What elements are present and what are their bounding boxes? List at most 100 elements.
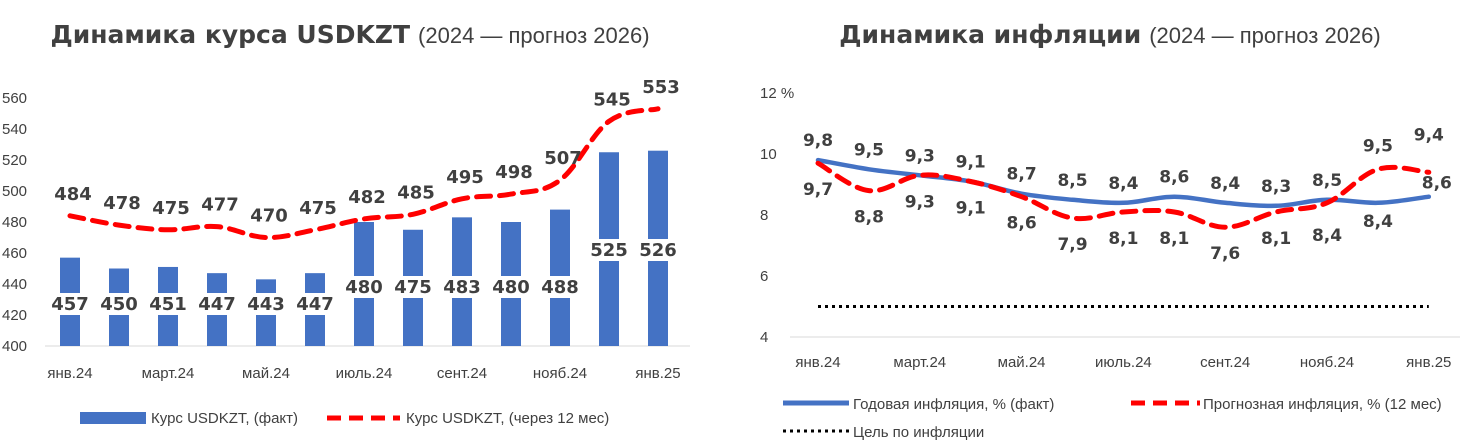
inflation-ytick: 8 [760, 207, 768, 224]
inflation-fact-label: 9,3 [905, 146, 935, 166]
usdkzt-bar-label: 447 [296, 294, 334, 315]
inflation-forecast-label: 9,1 [956, 198, 986, 218]
usdkzt-bar-label: 457 [51, 294, 89, 315]
usdkzt-bar-label: 480 [345, 277, 383, 298]
inflation-forecast-label: 8,1 [1108, 229, 1138, 249]
inflation-forecast-label: 8,4 [1312, 226, 1342, 246]
usdkzt-bar-label: 483 [443, 277, 481, 298]
usdkzt-xtick: янв.25 [635, 365, 680, 382]
usdkzt-legend-bar-label: Курс USDKZT, (факт) [151, 410, 298, 427]
usdkzt-forecast-label: 553 [642, 77, 680, 98]
usdkzt-bar-label: 480 [492, 277, 530, 298]
usdkzt-title-sub: (2024 — прогноз 2026) [418, 23, 650, 48]
usdkzt-forecast-label: 495 [446, 167, 484, 188]
inflation-chart: Динамика инфляции (2024 — прогноз 2026) 4 6… [760, 20, 1460, 441]
usdkzt-legend-bar-swatch [80, 412, 146, 424]
usdkzt-bar-label-bg [589, 239, 629, 261]
inflation-forecast-label: 8,6 [1007, 214, 1037, 234]
inflation-ytick: 12 % [760, 85, 794, 102]
inflation-fact-label: 8,6 [1159, 168, 1189, 188]
inflation-forecast-label: 7,6 [1210, 244, 1240, 264]
usdkzt-forecast-label: 484 [54, 184, 92, 205]
inflation-title-main: Динамика инфляции [839, 20, 1141, 49]
usdkzt-bar-label-bg [50, 293, 90, 315]
usdkzt-bar-label: 525 [590, 240, 628, 261]
usdkzt-forecast-label: 475 [299, 198, 337, 219]
usdkzt-forecast-label: 475 [152, 198, 190, 219]
usdkzt-ytick: 480 [2, 214, 27, 231]
inflation-legend-fact-label: Годовая инфляция, % (факт) [853, 396, 1054, 413]
inflation-title-sub: (2024 — прогноз 2026) [1149, 23, 1381, 48]
inflation-legend-target-label: Цель по инфляции [853, 424, 984, 441]
inflation-fact-label: 9,1 [956, 152, 986, 172]
usdkzt-legend-forecast-label: Курс USDKZT, (через 12 мес) [406, 410, 609, 427]
usdkzt-ytick: 540 [2, 121, 27, 138]
usdkzt-xtick: май.24 [242, 365, 290, 382]
usdkzt-ytick: 460 [2, 245, 27, 262]
usdkzt-bar-label: 443 [247, 294, 285, 315]
usdkzt-xtick: янв.24 [47, 365, 92, 382]
usdkzt-bar-label-bg [442, 276, 482, 298]
usdkzt-bar-label: 447 [198, 294, 236, 315]
inflation-xtick: май.24 [998, 354, 1046, 371]
inflation-forecast-line [815, 160, 1432, 230]
usdkzt-forecast-label: 507 [544, 148, 582, 169]
inflation-fact-label: 8,6 [1422, 174, 1452, 194]
usdkzt-bar-label: 488 [541, 277, 579, 298]
inflation-forecast-label: 9,4 [1414, 125, 1444, 145]
inflation-fact-label: 9,8 [803, 131, 833, 151]
inflation-xtick: март.24 [893, 354, 946, 371]
usdkzt-title-main: Динамика курса USDKZT [50, 20, 410, 49]
inflation-fact-label: 8,7 [1007, 165, 1037, 185]
inflation-fact-line [815, 157, 1432, 209]
inflation-xtick: сент.24 [1200, 354, 1250, 371]
inflation-forecast-label: 9,5 [1363, 136, 1393, 156]
usdkzt-ytick: 500 [2, 183, 27, 200]
usdkzt-bar-label-bg [295, 293, 335, 315]
usdkzt-forecast-label: 485 [397, 182, 435, 203]
usdkzt-chart: Динамика курса USDKZT (2024 — прогноз 202… [2, 20, 690, 427]
usdkzt-bar-label: 475 [394, 277, 432, 298]
usdkzt-xtick: март.24 [142, 365, 195, 382]
usdkzt-forecast-label: 478 [103, 193, 141, 214]
usdkzt-bar-label-bg [148, 293, 188, 315]
inflation-forecast-label: 9,7 [803, 180, 833, 200]
usdkzt-xtick: июль.24 [336, 365, 393, 382]
inflation-xtick: нояб.24 [1300, 354, 1354, 371]
inflation-forecast-label: 7,9 [1057, 235, 1087, 255]
usdkzt-ytick: 560 [2, 90, 27, 107]
inflation-ytick: 6 [760, 268, 768, 285]
usdkzt-bar-label: 451 [149, 294, 187, 315]
usdkzt-bar-label-bg [246, 293, 286, 315]
inflation-fact-label: 8,3 [1261, 177, 1291, 197]
usdkzt-forecast-label: 470 [250, 206, 288, 227]
usdkzt-bar-label-bg [344, 276, 384, 298]
usdkzt-bar-label-bg [393, 276, 433, 298]
usdkzt-bar-label-bg [540, 276, 580, 298]
usdkzt-xtick: сент.24 [437, 365, 487, 382]
usdkzt-bar-label-bg [491, 276, 531, 298]
usdkzt-forecast-label: 477 [201, 195, 239, 216]
inflation-fact-label: 8,4 [1363, 212, 1393, 232]
inflation-xtick: янв.25 [1406, 354, 1451, 371]
usdkzt-bar-label: 450 [100, 294, 138, 315]
inflation-forecast-label: 8,8 [854, 208, 884, 228]
inflation-title: Динамика инфляции (2024 — прогноз 2026) [839, 20, 1380, 49]
usdkzt-ytick: 400 [2, 338, 27, 355]
inflation-fact-label: 9,5 [854, 140, 884, 160]
usdkzt-title: Динамика курса USDKZT (2024 — прогноз 202… [50, 20, 649, 49]
inflation-ytick: 4 [760, 329, 768, 346]
usdkzt-forecast-label: 482 [348, 187, 386, 208]
inflation-forecast-label: 9,3 [905, 192, 935, 212]
usdkzt-bar-label-bg [638, 239, 678, 261]
usdkzt-forecast-label: 545 [593, 89, 631, 110]
inflation-xtick: янв.24 [795, 354, 840, 371]
usdkzt-bar-label-bg [99, 293, 139, 315]
inflation-fact-label: 8,5 [1312, 171, 1342, 191]
usdkzt-forecast-line [67, 106, 661, 241]
inflation-forecast-label: 8,1 [1261, 229, 1291, 249]
usdkzt-bar-label: 526 [639, 240, 677, 261]
usdkzt-xtick: нояб.24 [533, 365, 587, 382]
